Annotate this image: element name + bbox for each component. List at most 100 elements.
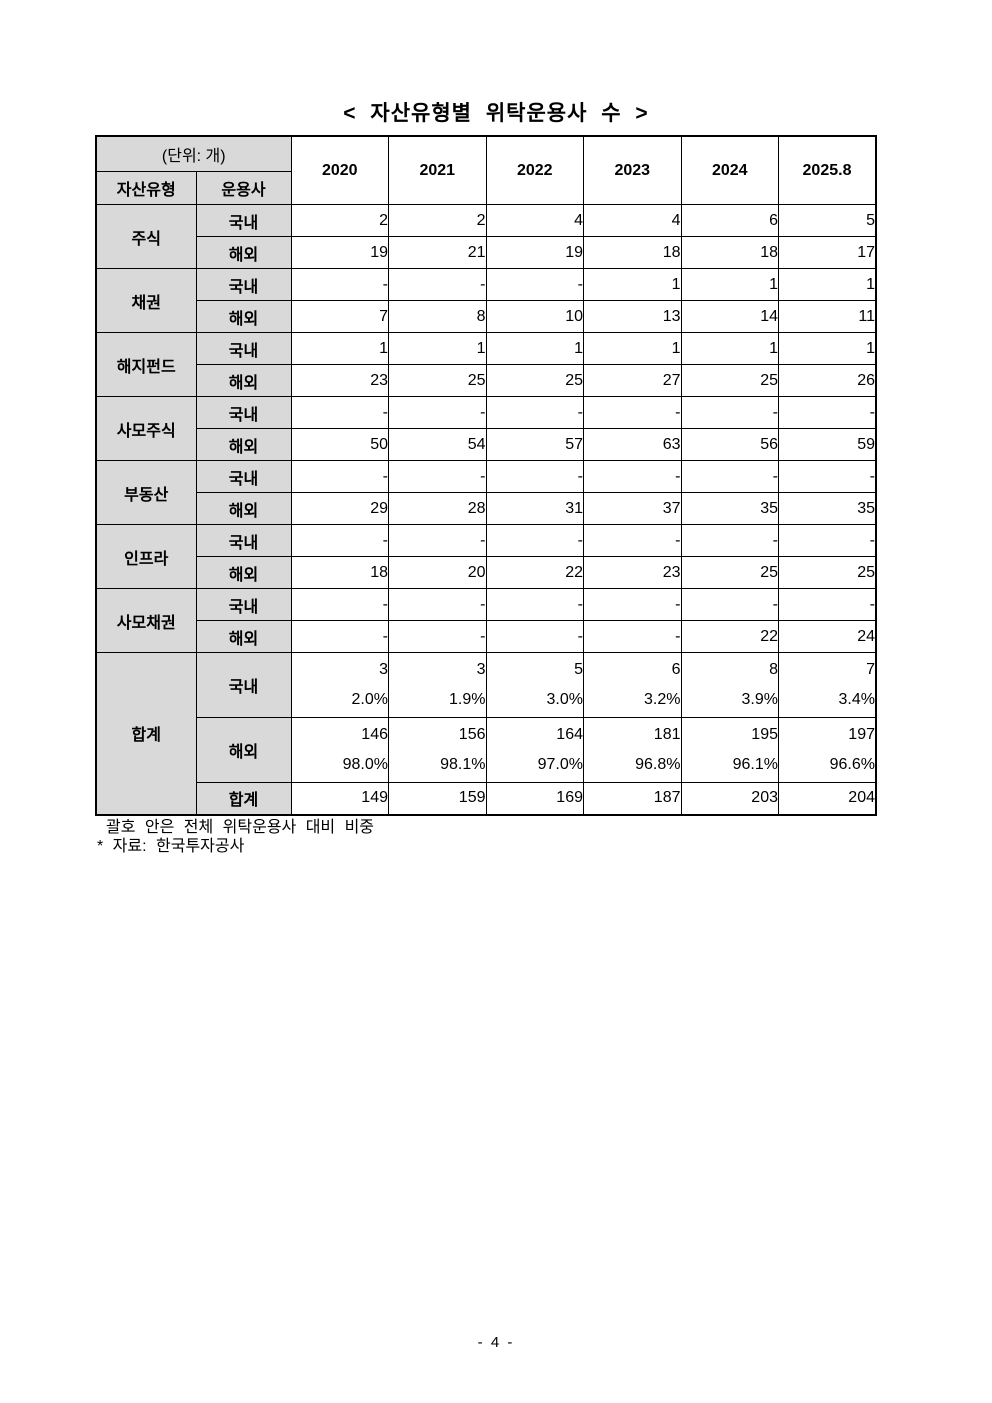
asset-type-cell: 사모주식	[95, 396, 197, 461]
value-cell: 21	[388, 236, 487, 269]
value-cell: 1	[680, 332, 779, 365]
total-count: 146	[361, 726, 388, 743]
table-row: 부동산 국내 - - - - - -	[95, 460, 877, 525]
value-cell: 54	[388, 428, 487, 461]
year-header-2022: 2022	[485, 135, 584, 205]
total-percent: 1.9%	[449, 691, 486, 708]
total-percent: 98.0%	[342, 756, 388, 773]
value-cell: 2	[388, 204, 487, 237]
page-title: < 자산유형별 위탁운용사 수 >	[343, 102, 649, 125]
table-row: 해외 29 28 31 37 35 35	[96, 492, 877, 525]
value-cell: 1	[583, 332, 682, 365]
value-cell: -	[680, 396, 779, 429]
total-count: 6	[671, 661, 681, 678]
value-cell: 31	[485, 492, 584, 525]
manager-type-cell: 해외	[195, 428, 292, 461]
year-header-2025-8: 2025.8	[778, 135, 877, 205]
value-cell: 26	[778, 364, 877, 397]
value-cell: -	[485, 588, 584, 621]
table-header: (단위: 개) 2020 2021 2022 2023 2024 2025.8 …	[95, 135, 877, 205]
asset-type-cell: 해지펀드	[95, 332, 197, 397]
value-cell: 22	[485, 556, 584, 589]
year-header-2024: 2024	[680, 135, 779, 205]
value-cell: 11	[778, 300, 877, 333]
total-value-cell: 5 3.0%	[485, 652, 584, 718]
table-row: 합계 149 159 169 187 203 204	[96, 782, 877, 815]
table-row: 해외 19 21 19 18 18 17	[96, 236, 877, 269]
table-row: 해외 18 20 22 23 25 25	[96, 556, 877, 589]
total-value-cell: 3 1.9%	[388, 652, 487, 718]
value-cell: 1	[388, 332, 487, 365]
total-count: 181	[653, 726, 681, 743]
table-row: 주식 국내 2 2 4 4 6 5	[95, 204, 877, 269]
total-value-cell: 164 97.0%	[485, 717, 584, 783]
total-percent: 3.4%	[838, 691, 875, 708]
value-cell: -	[583, 524, 682, 557]
value-cell: 23	[290, 364, 389, 397]
value-cell: 1	[778, 332, 877, 365]
total-percent: 96.6%	[829, 756, 875, 773]
year-header-2020: 2020	[290, 135, 389, 205]
value-cell: -	[485, 524, 584, 557]
grand-total-value-cell: 204	[778, 782, 877, 815]
table-row: 인프라 국내 - - - - - -	[95, 524, 877, 589]
value-cell: 23	[583, 556, 682, 589]
value-cell: -	[388, 620, 487, 653]
asset-type-cell: 주식	[95, 204, 197, 269]
table-row: 합계 국내 3 2.0% 3 1.9% 5 3.0% 6 3.2% 8 3.9% 7 3.4%	[95, 652, 877, 815]
value-cell: -	[290, 620, 389, 653]
value-cell: 4	[485, 204, 584, 237]
value-cell: 63	[583, 428, 682, 461]
table-row: 해외 23 25 25 27 25 26	[96, 364, 877, 397]
value-cell: -	[485, 396, 584, 429]
value-cell: 5	[778, 204, 877, 237]
manager-type-cell: 해외	[195, 556, 292, 589]
value-cell: 25	[680, 556, 779, 589]
value-cell: 4	[583, 204, 682, 237]
total-count: 3	[476, 661, 486, 678]
value-cell: -	[388, 588, 487, 621]
table-body: 주식 국내 2 2 4 4 6 5 해외 19 21 19 18 18 17 채권 국내 - - -1 1 1 해외 7 8 10…	[95, 204, 877, 815]
total-count: 8	[769, 661, 778, 678]
value-cell: -	[778, 524, 877, 557]
footnotes: 괄호 안은 전체 위탁운용사 대비 비중 * 자료: 한국투자공사	[97, 818, 374, 856]
value-cell: 20	[388, 556, 487, 589]
table-row: 사모채권 국내 - - - - - -	[95, 588, 877, 653]
value-cell: -	[485, 460, 584, 493]
grand-total-value-cell: 159	[388, 782, 487, 815]
value-cell: -	[680, 524, 779, 557]
manager-column-header: 운용사	[195, 171, 292, 205]
value-cell: 35	[778, 492, 877, 525]
value-cell: -	[290, 268, 389, 301]
total-percent: 2.0%	[351, 691, 388, 708]
manager-type-cell: 국내	[195, 588, 292, 621]
value-cell: -	[778, 396, 877, 429]
total-value-cell: 7 3.4%	[778, 652, 877, 718]
value-cell: -	[290, 396, 389, 429]
value-cell: 22	[680, 620, 779, 653]
manager-type-cell: 해외	[195, 364, 292, 397]
value-cell: -	[680, 588, 779, 621]
total-count: 195	[751, 726, 778, 743]
total-value-cell: 195 96.1%	[680, 717, 779, 783]
total-percent: 96.1%	[732, 756, 778, 773]
value-cell: -	[583, 588, 682, 621]
value-cell: 19	[485, 236, 584, 269]
total-count: 5	[574, 661, 583, 678]
value-cell: 19	[290, 236, 389, 269]
value-cell: 1	[290, 332, 389, 365]
manager-type-cell: 해외	[195, 717, 292, 783]
value-cell: 57	[485, 428, 584, 461]
value-cell: 25	[680, 364, 779, 397]
grand-total-value-cell: 187	[583, 782, 682, 815]
value-cell: -	[583, 396, 682, 429]
total-percent: 3.2%	[644, 691, 681, 708]
value-cell: 28	[388, 492, 487, 525]
value-cell: 14	[680, 300, 779, 333]
asset-type-cell: 인프라	[95, 524, 197, 589]
asset-type-cell: 채권	[95, 268, 197, 333]
table-row: 해외 - - - -22 24	[96, 620, 877, 653]
grand-total-label: 합계	[195, 782, 292, 815]
value-cell: 18	[583, 236, 682, 269]
value-cell: -	[778, 588, 877, 621]
